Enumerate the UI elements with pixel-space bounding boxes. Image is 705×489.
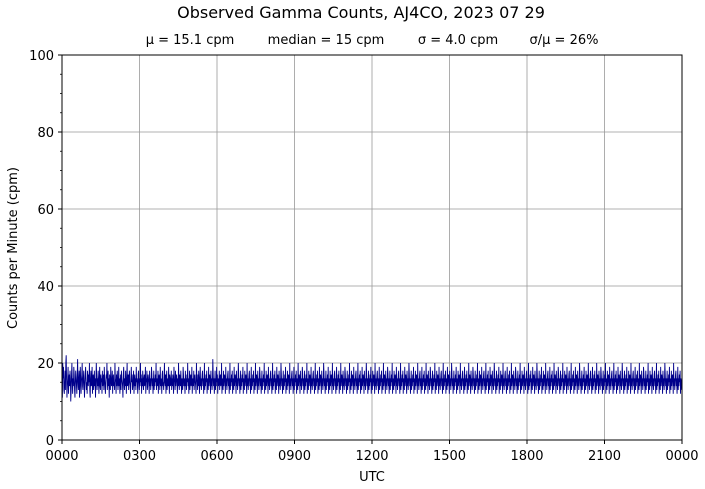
x-tick-label: 0000 <box>665 449 698 464</box>
x-axis-ticks: 0000 0300 0600 0900 1200 1500 1800 2100 0000 <box>45 440 699 464</box>
x-tick-label: 1800 <box>510 449 543 464</box>
x-tick-label: 1500 <box>433 449 466 464</box>
stats-line: μ = 15.1 cpm median = 15 cpm σ = 4.0 cpm… <box>146 33 599 48</box>
y-tick-label: 100 <box>29 49 54 64</box>
y-tick-label: 20 <box>37 357 54 372</box>
y-tick-label: 80 <box>37 126 54 141</box>
y-tick-label: 40 <box>37 280 54 295</box>
y-axis-ticks: 0 20 40 60 80 100 <box>29 49 62 449</box>
x-tick-label: 0300 <box>123 449 156 464</box>
x-tick-label: 1200 <box>355 449 388 464</box>
x-tick-label: 2100 <box>588 449 621 464</box>
x-tick-label: 0600 <box>200 449 233 464</box>
stat-sigma: σ = 4.0 cpm <box>418 33 498 48</box>
stat-mean: μ = 15.1 cpm <box>146 33 235 48</box>
y-axis-label: Counts per Minute (cpm) <box>6 167 21 329</box>
series-layer <box>61 355 683 402</box>
grid-lines <box>62 55 682 440</box>
y-tick-label: 60 <box>37 203 54 218</box>
x-axis-label: UTC <box>359 470 385 485</box>
y-tick-label: 0 <box>46 434 54 449</box>
series-line-0 <box>61 355 683 402</box>
stat-cv: σ/μ = 26% <box>530 33 599 48</box>
chart-title: Observed Gamma Counts, AJ4CO, 2023 07 29 <box>177 3 545 22</box>
stat-median: median = 15 cpm <box>268 33 385 48</box>
x-tick-label: 0000 <box>45 449 78 464</box>
x-tick-label: 0900 <box>278 449 311 464</box>
